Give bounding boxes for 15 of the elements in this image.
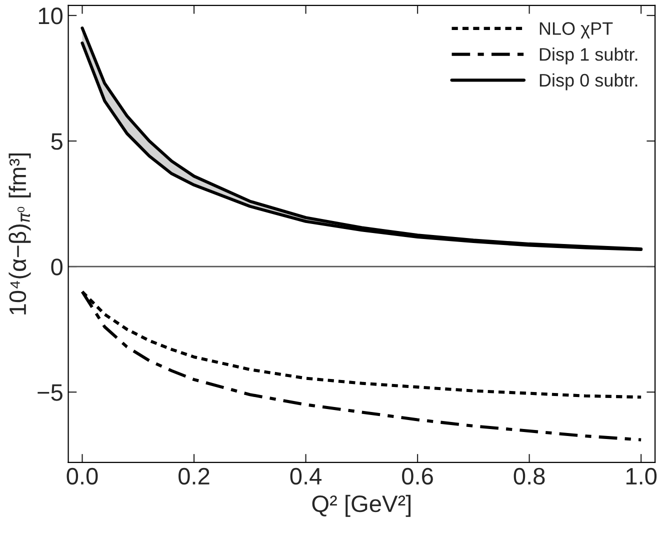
y-tick-label: −5 bbox=[38, 384, 62, 401]
x-tick-label: 0.0 bbox=[66, 468, 98, 485]
y-tick-label: 10 bbox=[38, 8, 63, 24]
x-tick-label: 1.0 bbox=[626, 468, 657, 485]
x-tick-label: 0.8 bbox=[514, 468, 545, 485]
x-tick-label: 0.2 bbox=[178, 468, 210, 485]
y-axis-title: 10⁴(α−β)$_{π⁰}$ [fm³] bbox=[8, 154, 31, 314]
legend-label: Disp 0 subtr. bbox=[540, 73, 638, 90]
legend-label: Disp 1 subtr. bbox=[540, 48, 638, 64]
x-tick-label: 0.4 bbox=[290, 468, 322, 485]
y-tick-label: 0 bbox=[51, 258, 63, 276]
legend-label: NLO χPT bbox=[540, 22, 613, 39]
x-axis-title: Q² [GeV²] bbox=[312, 494, 410, 517]
y-tick-label: 5 bbox=[51, 133, 62, 150]
x-tick-label: 0.6 bbox=[402, 468, 433, 485]
